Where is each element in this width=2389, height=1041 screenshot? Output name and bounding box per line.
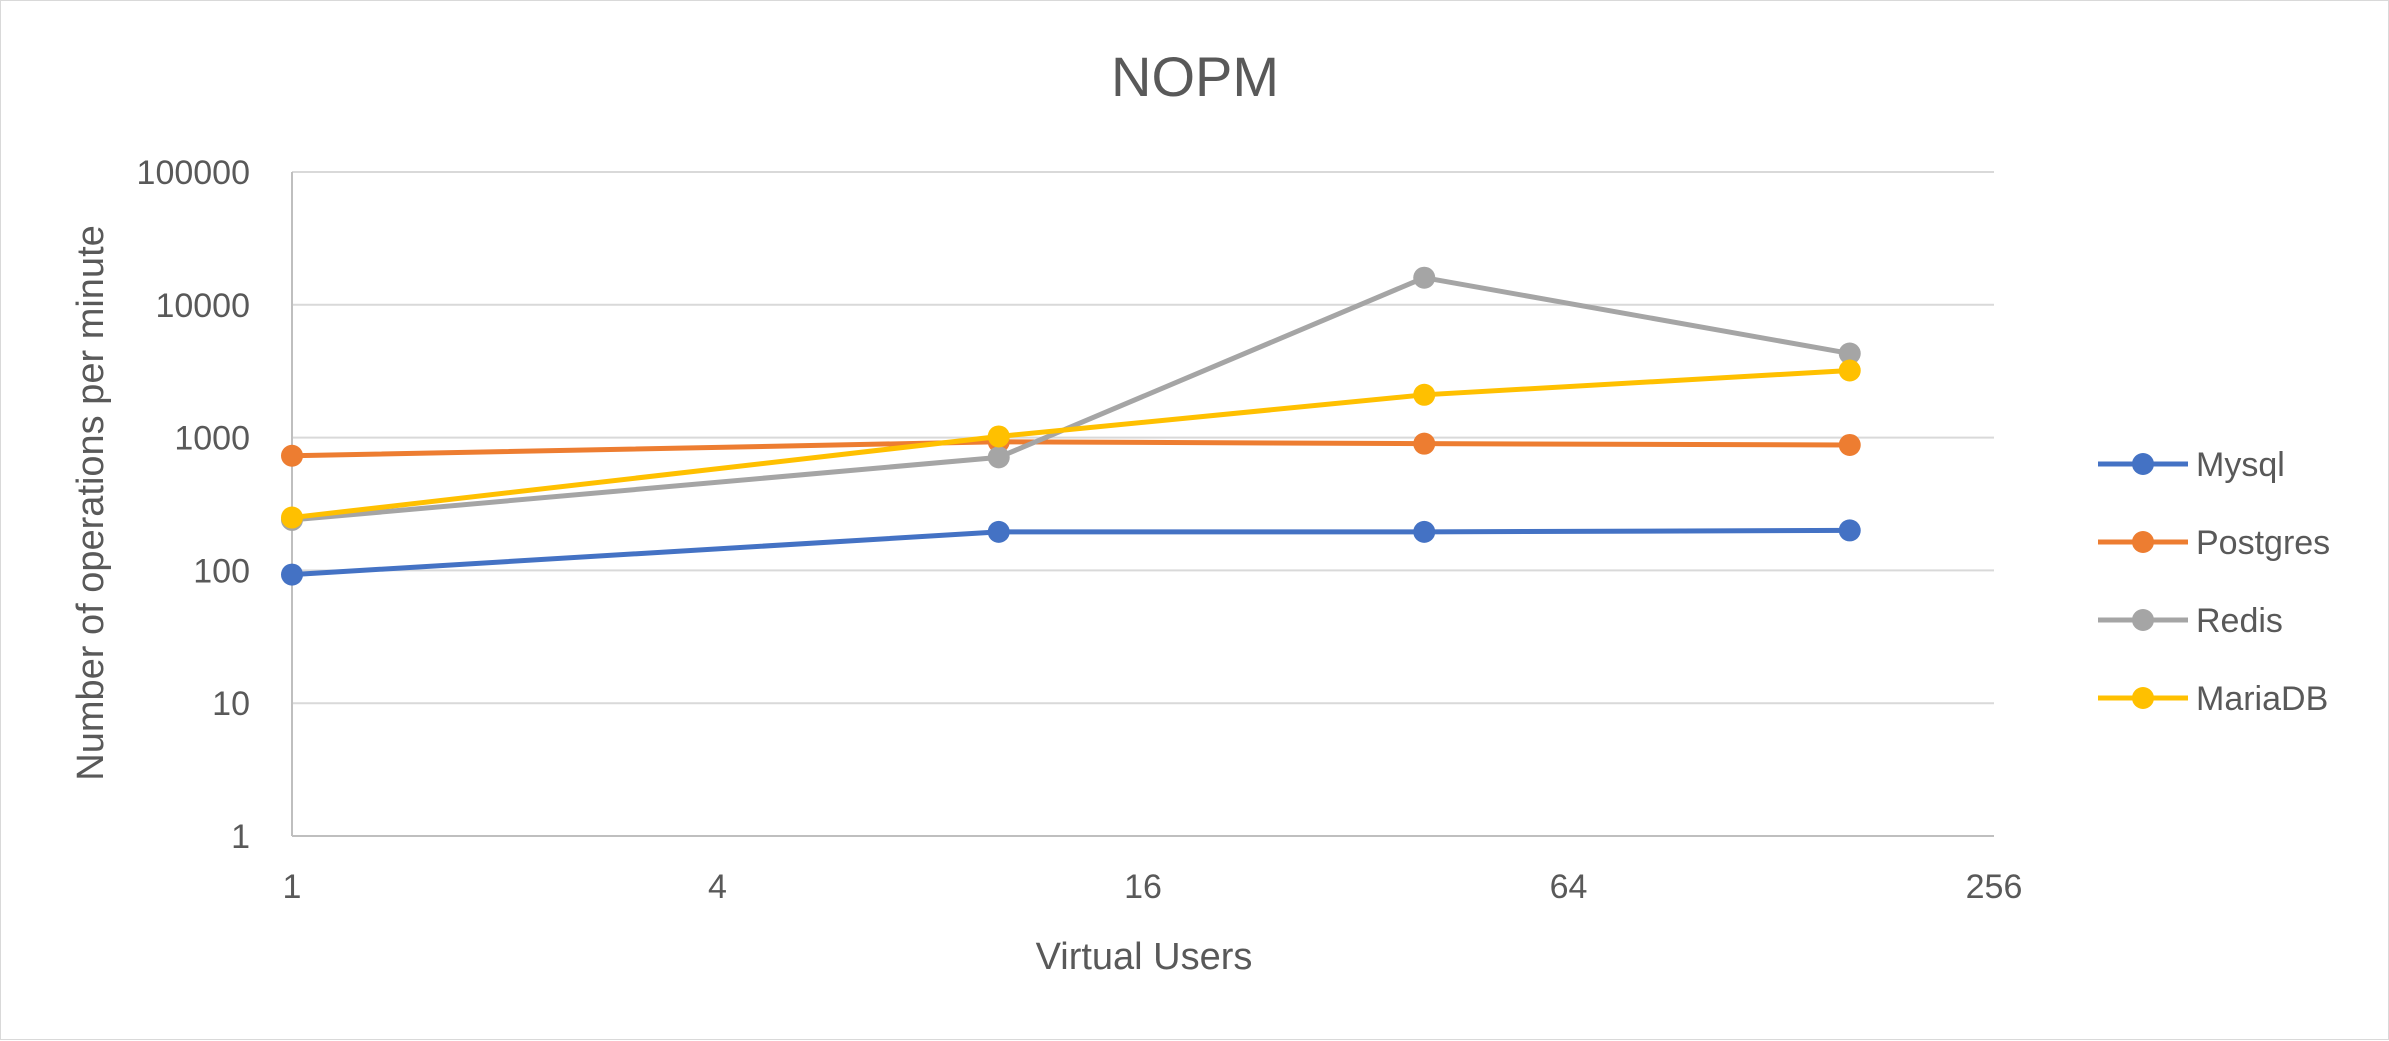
y-axis-title: Number of operations per minute [70, 225, 112, 781]
legend-item-redis: Redis [2098, 602, 2283, 640]
data-point-mariadb-0 [281, 506, 303, 529]
y-tick-label: 1000 [174, 420, 250, 458]
series-postgres [281, 430, 1861, 467]
y-tick-label: 10000 [155, 287, 250, 325]
data-point-mysql-3 [1838, 519, 1861, 542]
x-tick-label: 64 [1550, 868, 1588, 906]
series-layer [281, 266, 1861, 586]
y-axis-ticks: 100000 10000 1000 100 10 1 [137, 154, 250, 856]
x-axis-ticks: 1 4 16 64 256 [283, 868, 2023, 906]
x-axis-title: Virtual Users [1036, 936, 1253, 978]
axes [291, 172, 1994, 837]
legend-item-mariadb: MariaDB [2098, 680, 2328, 718]
x-tick-label: 4 [708, 868, 727, 906]
data-point-postgres-2 [1413, 432, 1436, 455]
data-point-redis-1 [987, 446, 1010, 469]
data-point-postgres-0 [281, 444, 303, 467]
legend-label-mysql: Mysql [2196, 446, 2285, 484]
chart-title: NOPM [1111, 45, 1279, 108]
x-tick-label: 1 [283, 868, 302, 906]
data-point-mysql-1 [987, 520, 1010, 543]
data-point-redis-2 [1413, 266, 1436, 289]
series-mysql [281, 519, 1861, 586]
legend-label-redis: Redis [2196, 602, 2283, 640]
data-point-redis-3 [1838, 342, 1861, 365]
legend-label-postgres: Postgres [2196, 524, 2330, 562]
y-tick-label: 1 [231, 818, 250, 856]
data-point-mysql-0 [281, 563, 303, 586]
legend-swatch-marker-postgres [2132, 531, 2154, 553]
series-line-postgres [291, 439, 1850, 459]
data-point-mysql-2 [1413, 520, 1436, 543]
x-tick-label: 16 [1124, 868, 1162, 906]
legend-swatch-marker-redis [2132, 609, 2154, 631]
y-tick-label: 100 [193, 552, 250, 590]
series-mariadb [281, 359, 1861, 529]
legend-swatch-marker-mysql [2132, 453, 2154, 475]
gridlines [292, 171, 1994, 705]
y-tick-label: 10 [212, 685, 250, 723]
legend: Mysql Postgres Redis MariaDB [2098, 446, 2330, 718]
data-point-mariadb-2 [1413, 383, 1436, 406]
series-line-mysql [291, 527, 1850, 578]
y-tick-label: 100000 [137, 154, 250, 192]
series-line-mariadb [291, 368, 1850, 521]
x-tick-label: 256 [1966, 868, 2023, 906]
data-point-mariadb-1 [987, 425, 1010, 448]
legend-swatch-marker-mariadb [2132, 687, 2154, 709]
legend-item-mysql: Mysql [2098, 446, 2285, 484]
data-point-postgres-3 [1838, 433, 1861, 456]
legend-label-mariadb: MariaDB [2196, 680, 2328, 718]
legend-item-postgres: Postgres [2098, 524, 2330, 562]
series-line-redis [291, 275, 1851, 523]
data-point-mariadb-3 [1838, 359, 1861, 382]
